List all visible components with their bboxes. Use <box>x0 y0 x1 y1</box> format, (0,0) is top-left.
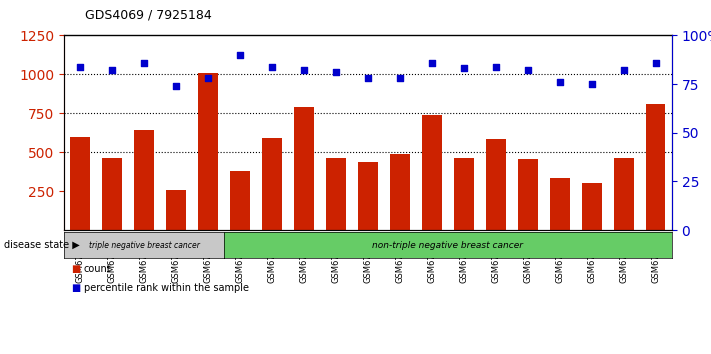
Text: ■: ■ <box>71 283 80 293</box>
Bar <box>646 104 665 230</box>
Point <box>394 75 405 81</box>
Bar <box>198 73 218 230</box>
Point <box>170 83 181 89</box>
Point <box>234 52 246 58</box>
Bar <box>486 139 506 230</box>
Bar <box>230 171 250 230</box>
Point <box>75 64 85 69</box>
Point <box>522 68 533 73</box>
Text: ■: ■ <box>71 264 80 274</box>
Point <box>490 64 501 69</box>
Text: GDS4069 / 7925184: GDS4069 / 7925184 <box>85 9 212 22</box>
Point <box>554 79 565 85</box>
Bar <box>326 158 346 230</box>
Bar <box>262 138 282 230</box>
Text: triple negative breast cancer: triple negative breast cancer <box>89 241 199 250</box>
Point <box>138 60 149 65</box>
Bar <box>134 130 154 230</box>
Point <box>266 64 277 69</box>
Point <box>650 60 661 65</box>
Point <box>586 81 597 87</box>
Point <box>202 75 213 81</box>
Bar <box>358 162 378 230</box>
Bar <box>70 137 90 230</box>
Bar <box>102 159 122 230</box>
Bar <box>166 190 186 230</box>
Point <box>618 68 630 73</box>
Text: count: count <box>84 264 112 274</box>
Bar <box>454 159 474 230</box>
Point <box>458 65 469 71</box>
Point <box>106 68 117 73</box>
Bar <box>518 159 538 230</box>
Point <box>330 69 341 75</box>
Point <box>362 75 374 81</box>
Point <box>299 68 310 73</box>
Text: disease state ▶: disease state ▶ <box>4 240 80 250</box>
Text: percentile rank within the sample: percentile rank within the sample <box>84 283 249 293</box>
Bar <box>582 183 602 230</box>
Bar <box>294 107 314 230</box>
Bar <box>390 154 410 230</box>
Text: non-triple negative breast cancer: non-triple negative breast cancer <box>373 241 523 250</box>
Bar <box>614 158 634 230</box>
Point <box>427 60 438 65</box>
Bar <box>550 178 570 230</box>
Bar <box>422 115 442 230</box>
